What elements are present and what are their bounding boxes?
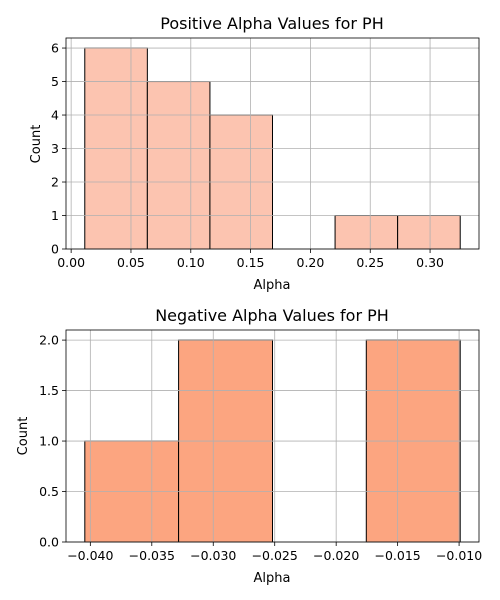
y-ticks: 0 1 2 3 4 5 6 bbox=[51, 41, 66, 257]
y-tick-label: 6 bbox=[51, 41, 59, 56]
x-tick-label: −0.015 bbox=[374, 548, 420, 563]
plot-frame bbox=[65, 329, 480, 543]
y-tick-label: 1.5 bbox=[39, 383, 59, 398]
x-tick-label: 0.00 bbox=[57, 255, 85, 270]
histogram-bar bbox=[146, 81, 211, 250]
y-tick-label: 3 bbox=[51, 141, 59, 156]
y-tick-label: 0.0 bbox=[39, 535, 59, 550]
y-tick-label: 4 bbox=[51, 108, 59, 123]
x-tick-label: 0.30 bbox=[416, 255, 444, 270]
x-tick-label: −0.035 bbox=[129, 548, 175, 563]
chart-title: Positive Alpha Values for PH bbox=[160, 14, 383, 33]
y-tick-label: 5 bbox=[51, 74, 59, 89]
x-axis-label: Alpha bbox=[254, 278, 291, 293]
x-tick-label: 0.15 bbox=[237, 255, 265, 270]
y-ticks: 0.0 0.5 1.0 1.5 2.0 bbox=[39, 333, 66, 550]
x-tick-label: −0.020 bbox=[313, 548, 359, 563]
x-tick-label: −0.025 bbox=[252, 548, 298, 563]
x-tick-label: 0.20 bbox=[297, 255, 325, 270]
y-tick-label: 2 bbox=[51, 175, 59, 190]
negative-alpha-histogram: Negative Alpha Values for PH Alpha Count… bbox=[16, 306, 482, 586]
y-tick-label: 2.0 bbox=[39, 333, 59, 348]
y-tick-label: 0.5 bbox=[39, 484, 59, 499]
x-ticks: 0.00 0.05 0.10 0.15 0.20 0.25 0.30 bbox=[57, 249, 444, 270]
positive-alpha-histogram: Positive Alpha Values for PH Alpha Count… bbox=[29, 14, 480, 293]
histogram-bar bbox=[397, 215, 461, 250]
plot-frame bbox=[65, 37, 480, 250]
x-tick-label: −0.010 bbox=[436, 548, 482, 563]
y-tick-label: 1.0 bbox=[39, 434, 59, 449]
x-tick-label: −0.040 bbox=[67, 548, 113, 563]
y-tick-label: 1 bbox=[51, 208, 59, 223]
x-tick-label: 0.05 bbox=[117, 255, 145, 270]
histogram-bar bbox=[334, 215, 399, 250]
chart-title: Negative Alpha Values for PH bbox=[155, 306, 389, 325]
y-axis-label: Count bbox=[16, 417, 31, 456]
x-tick-label: 0.25 bbox=[356, 255, 384, 270]
x-axis-label: Alpha bbox=[254, 571, 291, 586]
x-tick-label: −0.030 bbox=[190, 548, 236, 563]
x-ticks: −0.040 −0.035 −0.030 −0.025 −0.020 −0.015 −0.0… bbox=[67, 542, 482, 563]
y-axis-label: Count bbox=[29, 125, 44, 164]
y-tick-label: 0 bbox=[51, 242, 59, 257]
x-tick-label: 0.10 bbox=[177, 255, 205, 270]
